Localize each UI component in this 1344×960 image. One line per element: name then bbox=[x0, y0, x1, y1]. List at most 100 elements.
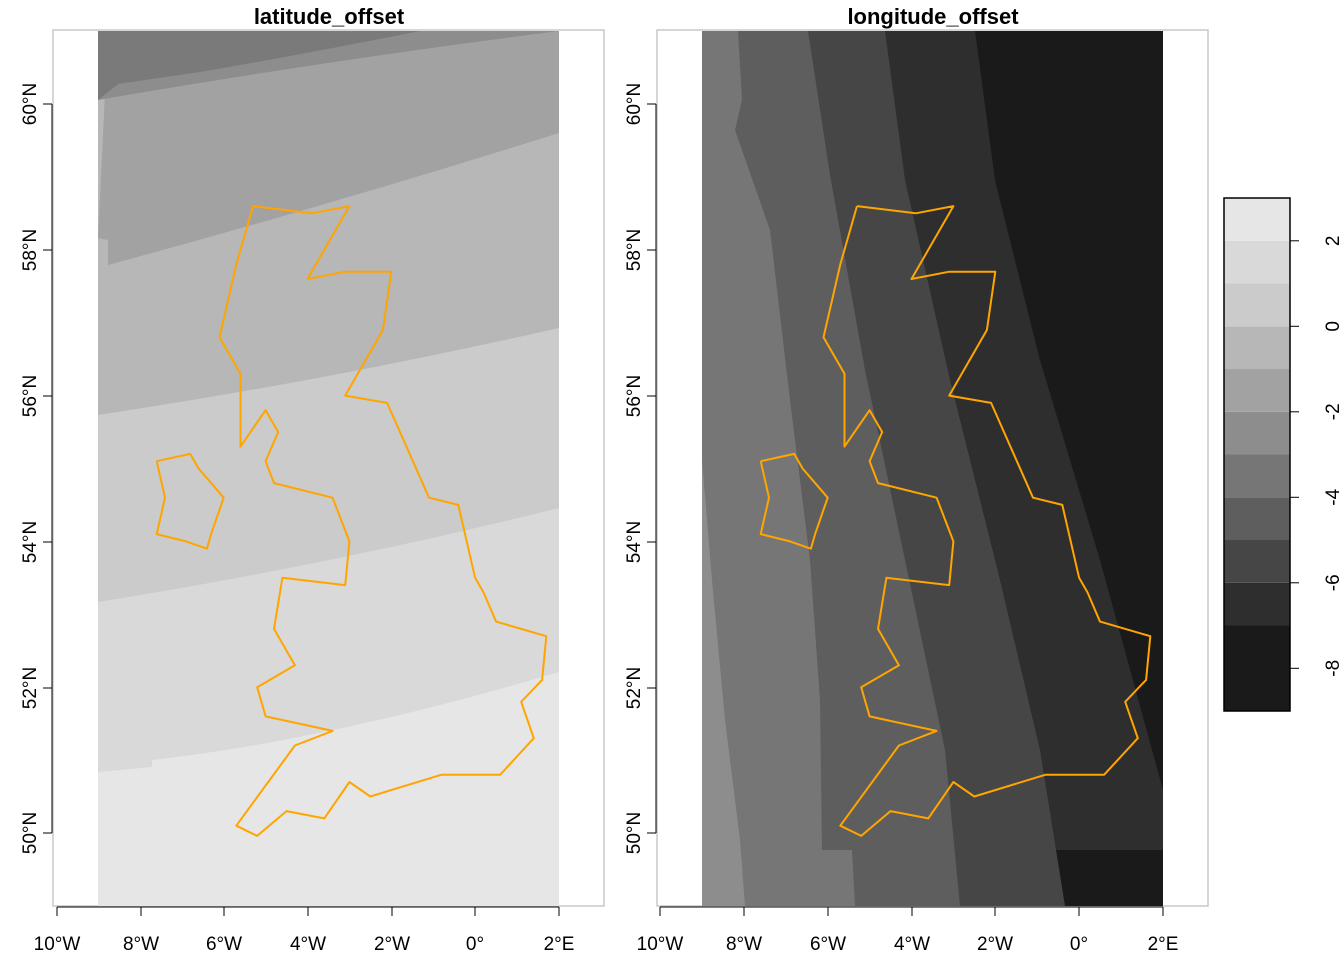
x-tick-label: 0° bbox=[1070, 934, 1088, 955]
legend-tick-label: -4 bbox=[1323, 488, 1344, 505]
legend-tick: 0 bbox=[1290, 321, 1344, 332]
y-tick-label: 56°N bbox=[624, 375, 645, 417]
x-tick-label: 4°W bbox=[894, 934, 930, 955]
legend-frame bbox=[1223, 197, 1291, 712]
panel-title: latitude_offset bbox=[254, 4, 405, 29]
x-axis: 10°W 8°W 6°W 4°W 2°W 0° 2°E bbox=[34, 906, 575, 955]
y-tick: 60°N bbox=[624, 83, 656, 125]
x-tick-label: 2°W bbox=[977, 934, 1013, 955]
raster-latitude-offset bbox=[98, 31, 559, 906]
legend-tick-label: 2 bbox=[1323, 236, 1344, 247]
great-britain-outline bbox=[218, 205, 548, 837]
x-tick-label: 6°W bbox=[206, 934, 242, 955]
y-tick: 52°N bbox=[624, 667, 656, 709]
x-tick: 8°W bbox=[726, 907, 762, 955]
y-tick: 50°N bbox=[624, 812, 656, 854]
ireland-outline bbox=[155, 452, 225, 550]
y-tick: 50°N bbox=[20, 812, 52, 854]
legend-tick: -8 bbox=[1290, 660, 1344, 677]
y-tick-label: 60°N bbox=[20, 83, 41, 125]
x-tick-label: 4°W bbox=[290, 934, 326, 955]
x-tick: 8°W bbox=[123, 907, 159, 955]
legend-tick: -6 bbox=[1290, 574, 1344, 591]
raster-longitude-offset bbox=[702, 31, 1163, 906]
y-tick-label: 60°N bbox=[624, 83, 645, 125]
y-tick: 56°N bbox=[624, 375, 656, 417]
y-tick-label: 58°N bbox=[20, 229, 41, 271]
coastline-outline bbox=[155, 205, 548, 837]
legend-color-bin bbox=[1224, 198, 1290, 241]
color-legend: 2 0 -2 -4 -6 -8 bbox=[1223, 197, 1344, 712]
x-tick: 2°E bbox=[1148, 907, 1179, 955]
y-tick-label: 52°N bbox=[624, 667, 645, 709]
x-axis: 10°W 8°W 6°W 4°W 2°W 0° 2°E bbox=[637, 906, 1179, 955]
x-tick-label: 8°W bbox=[123, 934, 159, 955]
legend-color-bin bbox=[1224, 283, 1290, 327]
legend-tick: -4 bbox=[1290, 488, 1344, 506]
x-tick: 6°W bbox=[206, 907, 242, 955]
y-axis: 50°N 52°N 54°N 56°N 58°N 60°N bbox=[20, 83, 53, 854]
y-tick: 58°N bbox=[624, 229, 656, 271]
panel-longitude-offset: longitude_offset 10°W 8°W 6°W 4°W 2°W 0°… bbox=[624, 4, 1209, 955]
y-tick: 58°N bbox=[20, 229, 52, 271]
legend-color-bin bbox=[1224, 454, 1290, 498]
panel-title: longitude_offset bbox=[847, 4, 1019, 29]
x-tick: 6°W bbox=[810, 907, 846, 955]
y-tick-label: 56°N bbox=[20, 375, 41, 417]
legend-tick-label: -8 bbox=[1323, 660, 1344, 677]
raster-band bbox=[702, 460, 745, 906]
x-tick-label: 10°W bbox=[637, 934, 684, 955]
y-tick-label: 54°N bbox=[20, 521, 41, 563]
x-tick: 0° bbox=[1070, 907, 1088, 955]
ireland-outline bbox=[759, 452, 829, 550]
legend-tick-label: -6 bbox=[1323, 574, 1344, 591]
raster-band bbox=[98, 31, 559, 265]
x-tick: 10°W bbox=[637, 907, 684, 955]
legend-color-bin bbox=[1224, 240, 1290, 284]
y-tick: 54°N bbox=[624, 521, 656, 563]
x-tick-label: 2°E bbox=[1148, 934, 1179, 955]
y-tick: 60°N bbox=[20, 83, 52, 125]
x-tick: 10°W bbox=[34, 907, 81, 955]
y-tick-label: 50°N bbox=[624, 812, 645, 854]
legend-tick: -2 bbox=[1290, 403, 1344, 420]
legend-color-bin bbox=[1224, 411, 1290, 455]
x-tick-label: 8°W bbox=[726, 934, 762, 955]
great-britain-outline bbox=[822, 205, 1152, 837]
y-tick: 56°N bbox=[20, 375, 52, 417]
y-tick-label: 52°N bbox=[20, 667, 41, 709]
legend-ticks: 2 0 -2 -4 -6 -8 bbox=[1290, 236, 1344, 677]
x-tick: 2°W bbox=[374, 907, 410, 955]
legend-color-bin bbox=[1224, 497, 1290, 541]
x-tick: 0° bbox=[466, 907, 484, 955]
legend-color-bin bbox=[1224, 582, 1290, 626]
y-tick-label: 54°N bbox=[624, 521, 645, 563]
legend-tick-label: -2 bbox=[1323, 403, 1344, 420]
y-tick: 54°N bbox=[20, 521, 52, 563]
legend-tick-label: 0 bbox=[1323, 321, 1344, 332]
legend-color-bin bbox=[1224, 540, 1290, 583]
raster-band bbox=[702, 31, 855, 906]
x-tick-label: 10°W bbox=[34, 934, 81, 955]
x-tick: 2°E bbox=[544, 907, 575, 955]
legend-color-bin bbox=[1224, 326, 1290, 370]
x-tick-label: 2°W bbox=[374, 934, 410, 955]
coastline-outline bbox=[759, 205, 1152, 837]
legend-color-bin bbox=[1224, 369, 1290, 412]
x-tick-label: 0° bbox=[466, 934, 484, 955]
x-tick-label: 2°E bbox=[544, 934, 575, 955]
legend-tick: 2 bbox=[1290, 236, 1344, 247]
y-tick-label: 58°N bbox=[624, 229, 645, 271]
legend-color-bin bbox=[1224, 625, 1290, 711]
panel-latitude-offset: latitude_offset 10°W 8°W 6°W 4°W 2°W 0° … bbox=[20, 4, 605, 955]
y-tick-label: 50°N bbox=[20, 812, 41, 854]
legend-color-bins bbox=[1224, 198, 1290, 711]
raster-band bbox=[98, 31, 420, 100]
x-tick: 4°W bbox=[290, 907, 326, 955]
y-axis: 50°N 52°N 54°N 56°N 58°N 60°N bbox=[624, 83, 657, 854]
x-tick-label: 6°W bbox=[810, 934, 846, 955]
y-tick: 52°N bbox=[20, 667, 52, 709]
x-tick: 4°W bbox=[894, 907, 930, 955]
x-tick: 2°W bbox=[977, 907, 1013, 955]
